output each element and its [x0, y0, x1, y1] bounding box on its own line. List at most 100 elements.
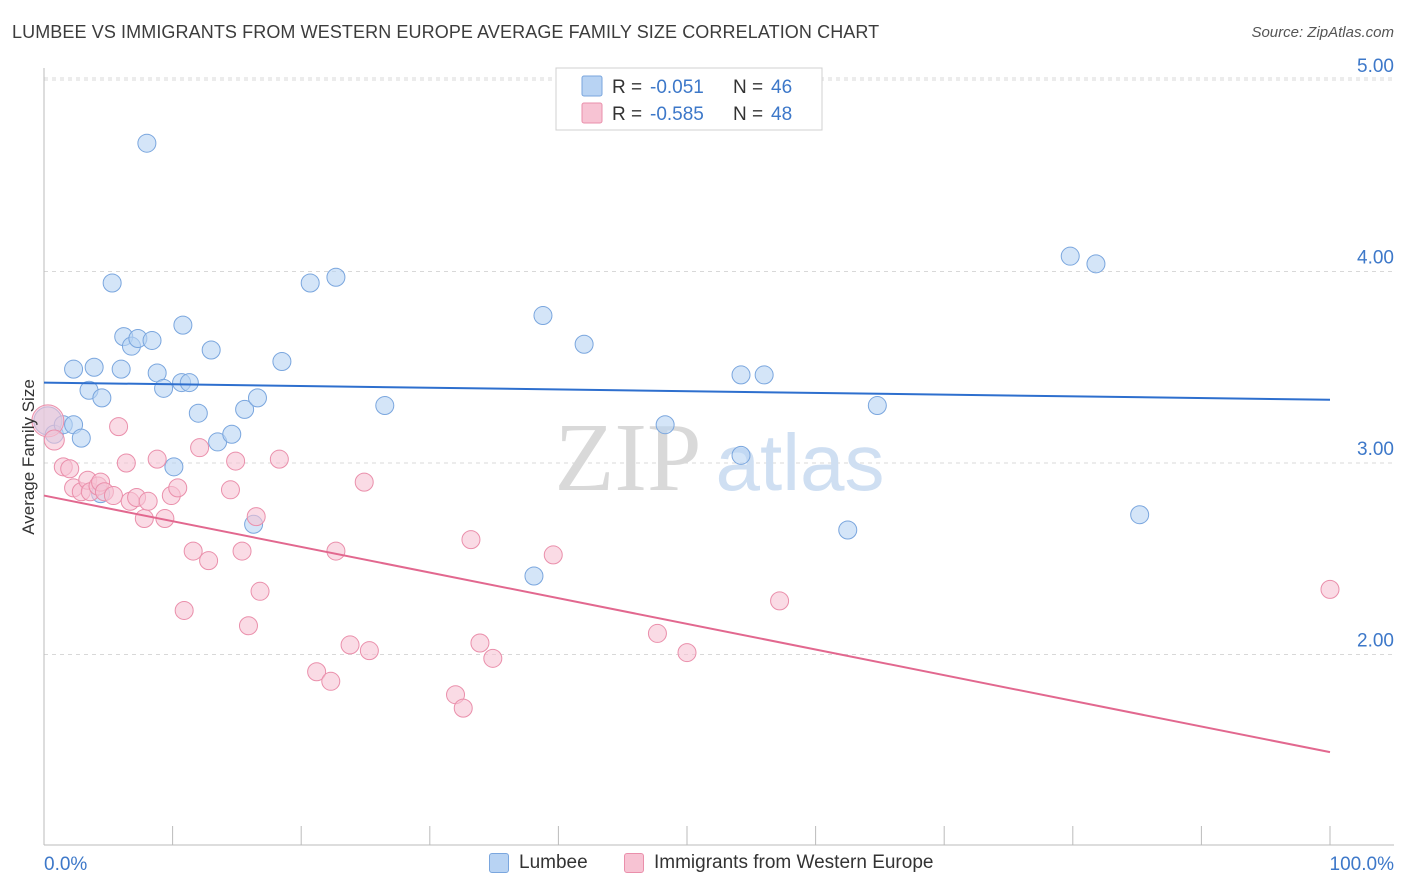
y-axis-label: Average Family Size [19, 379, 38, 535]
point-lumbee [375, 396, 395, 416]
y-tick-label: 3.00 [1357, 439, 1394, 460]
point-immigrants [147, 449, 167, 469]
point-lumbee [754, 365, 774, 385]
x-tick-label-min: 0.0% [44, 854, 87, 875]
legend-box: R = -0.051 N = 46 R = -0.585 N = 48 [555, 67, 823, 131]
bottom-legend-label-lumbee: Lumbee [519, 852, 588, 873]
point-immigrants [138, 491, 158, 511]
grid-layer [44, 77, 1394, 655]
point-lumbee [867, 396, 887, 416]
point-lumbee [524, 566, 544, 586]
legend-r-value-lumbee: -0.051 [650, 77, 704, 98]
point-lumbee [838, 520, 858, 540]
legend-swatch-lumbee [581, 75, 603, 97]
watermark-zip-text: ZIP [555, 404, 702, 512]
point-lumbee [326, 267, 346, 287]
bottom-legend-swatch-lumbee [489, 853, 509, 873]
y-tick-label: 5.00 [1357, 56, 1394, 77]
point-lumbee [1130, 505, 1150, 525]
point-immigrants [647, 623, 667, 643]
y-tick-label: 2.00 [1357, 631, 1394, 652]
point-lumbee [300, 273, 320, 293]
point-lumbee [154, 378, 174, 398]
point-immigrants [307, 662, 327, 682]
point-lumbee [84, 357, 104, 377]
point-immigrants [483, 648, 503, 668]
chart-title: LUMBEE VS IMMIGRANTS FROM WESTERN EUROPE… [12, 22, 880, 42]
point-lumbee [179, 373, 199, 393]
point-immigrants [103, 486, 123, 506]
point-lumbee [235, 399, 255, 419]
point-lumbee [64, 359, 84, 379]
point-lumbee [533, 306, 553, 326]
point-immigrants [60, 459, 80, 479]
bottom-legend-item-immigrants: Immigrants from Western Europe [624, 852, 933, 874]
y-tick-label: 4.00 [1357, 248, 1394, 269]
point-immigrants [269, 449, 289, 469]
point-lumbee [111, 359, 131, 379]
bottom-legend-label-immigrants: Immigrants from Western Europe [654, 852, 934, 873]
point-lumbee [247, 388, 267, 408]
point-immigrants [199, 551, 219, 571]
point-lumbee [92, 388, 112, 408]
x-tick-label-max: 100.0% [1330, 854, 1395, 875]
point-lumbee [272, 352, 292, 372]
source-note: Source: ZipAtlas.com [1251, 24, 1394, 41]
point-immigrants [250, 581, 270, 601]
point-immigrants [183, 541, 203, 561]
point-immigrants [116, 453, 136, 473]
trend-line-immigrants [43, 494, 1331, 754]
point-immigrants [226, 451, 246, 471]
point-immigrants [321, 671, 341, 691]
points-layer [31, 133, 1340, 718]
point-lumbee [731, 445, 751, 465]
point-lumbee [222, 424, 242, 444]
point-immigrants [174, 600, 194, 620]
point-lumbee [188, 403, 208, 423]
axes-layer: 2.00 3.00 4.00 5.00 0.0% 100.0% [43, 56, 1395, 875]
point-immigrants [340, 635, 360, 655]
point-immigrants [168, 478, 188, 498]
legend-n-value-lumbee: 46 [771, 77, 792, 98]
legend-n-value-immigrants: 48 [771, 104, 792, 125]
point-lumbee [1086, 254, 1106, 274]
point-immigrants [232, 541, 252, 561]
point-lumbee [201, 340, 221, 360]
point-lumbee [137, 133, 157, 153]
point-immigrants [109, 417, 129, 437]
point-lumbee [574, 334, 594, 354]
point-immigrants [326, 541, 346, 561]
legend-n-label-lumbee: N = [733, 77, 763, 98]
point-lumbee [164, 457, 184, 477]
point-immigrants [354, 472, 374, 492]
point-immigrants [238, 616, 258, 636]
trend-layer [43, 381, 1331, 754]
trend-line-lumbee [43, 381, 1331, 401]
point-immigrants [246, 507, 266, 527]
point-immigrants [543, 545, 563, 565]
point-immigrants [770, 591, 790, 611]
point-lumbee [655, 415, 675, 435]
bottom-legend: Lumbee Immigrants from Western Europe [0, 852, 1406, 878]
point-immigrants [359, 641, 379, 661]
legend-r-value-immigrants: -0.585 [650, 104, 704, 125]
legend-n-label-immigrants: N = [733, 104, 763, 125]
point-immigrants [461, 530, 481, 550]
point-lumbee [142, 330, 162, 350]
point-immigrants [470, 633, 490, 653]
bottom-legend-swatch-immigrants [624, 853, 644, 873]
bottom-legend-item-lumbee: Lumbee [489, 852, 588, 874]
point-immigrants [190, 438, 210, 458]
legend-r-label-lumbee: R = [612, 77, 642, 98]
point-immigrants [134, 509, 154, 529]
legend-r-label-immigrants: R = [612, 104, 642, 125]
point-lumbee [71, 428, 91, 448]
point-lumbee [102, 273, 122, 293]
point-immigrants [1320, 579, 1340, 599]
legend-swatch-immigrants [581, 102, 603, 124]
point-lumbee [731, 365, 751, 385]
point-immigrants [677, 643, 697, 663]
point-immigrants [220, 480, 240, 500]
point-lumbee [173, 315, 193, 335]
